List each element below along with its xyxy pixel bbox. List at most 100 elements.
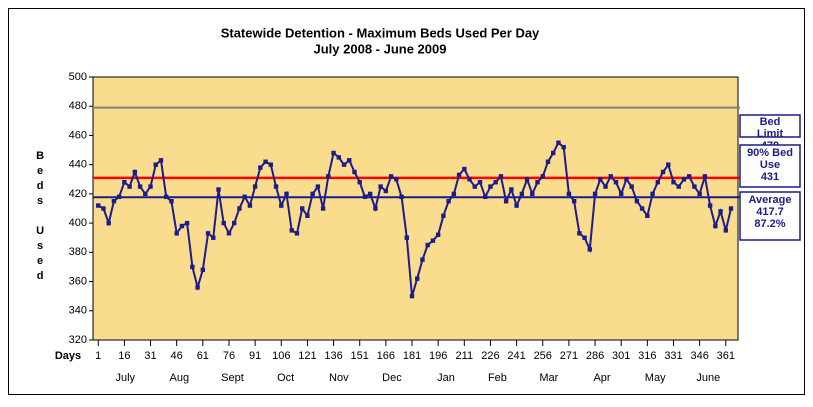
data-point <box>268 162 274 167</box>
data-point <box>629 184 634 189</box>
reference-note: 87.2% <box>754 218 785 230</box>
reference-name: 90% Bed Use <box>747 147 793 171</box>
reference-name-part: Use <box>760 159 780 171</box>
y-tick-label: 500 <box>69 71 87 83</box>
data-point <box>279 203 284 208</box>
data-point <box>148 184 153 189</box>
data-point <box>441 213 446 219</box>
x-tick-label: 316 <box>638 350 656 362</box>
x-tick-label: 76 <box>223 350 235 362</box>
data-point <box>394 177 399 182</box>
x-tick-label: 286 <box>586 350 604 362</box>
data-point <box>624 177 629 182</box>
data-point <box>619 191 624 197</box>
y-tick-label: 400 <box>69 217 87 229</box>
x-tick-label: 166 <box>377 350 395 362</box>
x-tick-label: 211 <box>456 350 474 362</box>
data-point <box>718 209 723 214</box>
data-point <box>467 177 472 182</box>
data-point <box>127 184 132 189</box>
month-label: Feb <box>488 372 507 384</box>
reference-name: Bed Limit <box>757 116 784 140</box>
series-line <box>97 141 732 297</box>
data-point <box>388 174 394 179</box>
data-point <box>242 194 247 200</box>
data-point <box>378 184 383 189</box>
data-point <box>221 220 226 226</box>
data-point <box>660 169 666 175</box>
x-tick-label: 61 <box>197 350 209 362</box>
month-label: Sept <box>221 372 244 384</box>
data-point <box>190 264 195 270</box>
data-point <box>603 184 608 189</box>
data-point <box>101 206 106 211</box>
month-label: July <box>115 372 135 384</box>
data-point <box>655 180 661 185</box>
x-tick-label: 46 <box>171 350 183 362</box>
data-point <box>399 194 404 200</box>
data-point <box>357 180 362 185</box>
reference-value: 431 <box>761 171 779 183</box>
data-point <box>373 206 378 211</box>
data-point <box>493 180 498 185</box>
data-point <box>367 191 373 197</box>
data-point <box>404 235 409 240</box>
data-point <box>273 184 279 189</box>
month-label: May <box>645 372 666 384</box>
data-point <box>122 180 127 185</box>
data-point <box>566 191 572 197</box>
data-point <box>598 177 603 182</box>
data-point <box>143 191 148 197</box>
data-point <box>420 257 425 262</box>
data-point <box>174 231 179 236</box>
data-point <box>237 206 242 211</box>
y-tick-label: 480 <box>69 100 87 112</box>
data-point <box>336 155 341 160</box>
data-point <box>211 235 216 240</box>
data-point <box>571 198 577 204</box>
y-tick-label: 380 <box>69 246 87 258</box>
data-point <box>284 191 289 197</box>
month-label: Oct <box>277 372 294 384</box>
data-point <box>681 177 687 182</box>
data-point <box>519 191 525 197</box>
data-point <box>514 203 519 208</box>
data-point <box>723 228 728 233</box>
data-point <box>451 191 457 197</box>
data-point <box>326 174 331 179</box>
data-point <box>488 184 493 189</box>
data-point <box>252 184 258 189</box>
y-tick-label: 340 <box>69 305 87 317</box>
data-point <box>498 174 504 179</box>
data-point <box>613 180 619 185</box>
data-point <box>352 169 357 175</box>
data-point <box>341 162 347 167</box>
data-point <box>446 198 451 204</box>
month-label: Nov <box>329 372 349 384</box>
data-point <box>676 184 681 189</box>
x-tick-label: 136 <box>324 350 342 362</box>
data-point <box>556 140 561 145</box>
data-point <box>503 198 509 204</box>
data-point <box>216 187 221 192</box>
data-point <box>263 159 268 164</box>
chart-title: Statewide Detention - Maximum Beds Used … <box>221 25 540 40</box>
data-point <box>153 162 158 167</box>
reference-box <box>739 144 801 188</box>
data-point <box>456 172 462 178</box>
data-point <box>169 198 174 204</box>
data-point <box>650 191 655 197</box>
x-tick-label: 151 <box>351 350 369 362</box>
month-label: Dec <box>382 372 402 384</box>
reference-box <box>739 191 801 241</box>
data-point <box>671 180 676 185</box>
x-tick-label: 256 <box>534 350 552 362</box>
x-tick-label: 181 <box>403 350 421 362</box>
y-tick-label: 440 <box>69 159 87 171</box>
data-point <box>535 180 540 185</box>
data-point <box>137 184 143 189</box>
data-point <box>707 203 713 208</box>
data-point <box>713 223 718 229</box>
data-point <box>645 213 650 219</box>
data-point <box>540 174 545 179</box>
